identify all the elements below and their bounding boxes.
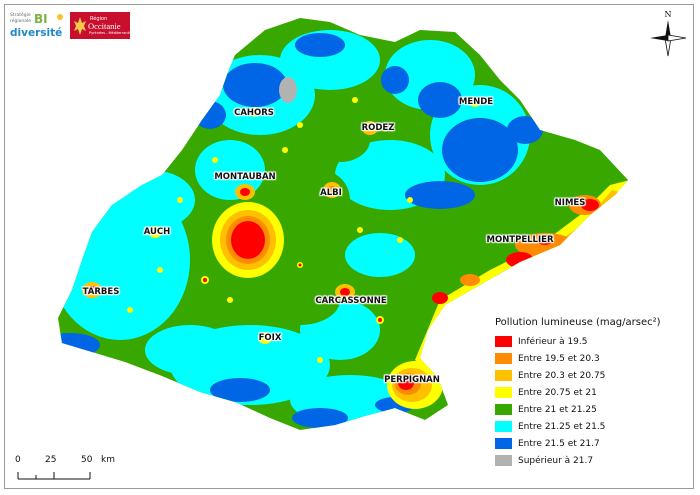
legend-item: Entre 19.5 et 20.3 [495, 352, 600, 365]
city-label-foix: FOIX [258, 333, 282, 343]
scale-bar: 0 25 50 km [14, 455, 124, 485]
legend-item: Entre 21 et 21.25 [495, 403, 597, 416]
legend-label: Inférieur à 19.5 [518, 336, 588, 347]
map-legend: Pollution lumineuse (mag/arsec²) Inférie… [488, 312, 688, 478]
legend-item: Entre 20.75 et 21 [495, 386, 597, 399]
logo-text-main: diversité [10, 27, 62, 39]
legend-swatch [495, 404, 512, 415]
region-name-label: Occitanie [88, 21, 121, 31]
region-sub-label: Pyrénées - Méditerranée [89, 31, 132, 35]
legend-title: Pollution lumineuse (mag/arsec²) [495, 317, 661, 328]
legend-swatch [495, 353, 512, 364]
occitan-cross-icon [74, 17, 86, 35]
scale-tick-label: 50 [81, 455, 93, 465]
city-label-auch: AUCH [143, 227, 171, 237]
scale-tick-label: 25 [45, 455, 57, 465]
region-occitanie-logo: Région Occitanie Pyrénées - Méditerranée [70, 12, 132, 39]
city-label-rodez: RODEZ [361, 123, 395, 133]
logo-text-top: Stratégie [10, 11, 31, 18]
legend-label: Entre 20.3 et 20.75 [518, 370, 606, 381]
legend-label: Entre 21 et 21.25 [518, 404, 597, 415]
legend-label: Supérieur à 21.7 [518, 455, 594, 466]
legend-label: Entre 19.5 et 20.3 [518, 353, 600, 364]
city-label-tarbes: TARBES [82, 287, 120, 297]
logo-text-bi: BI [34, 12, 48, 26]
legend-item: Entre 21.25 et 21.5 [495, 420, 605, 433]
legend-label: Entre 21.5 et 21.7 [518, 438, 600, 449]
scale-bar-graphic [17, 472, 91, 480]
city-label-cahors: CAHORS [234, 108, 274, 118]
city-label-montauban: MONTAUBAN [214, 172, 276, 182]
city-label-montpellier: MONTPELLIER [486, 235, 554, 245]
city-label-carcassonne: CARCASSONNE [315, 296, 387, 306]
legend-swatch [495, 438, 512, 449]
legend-swatch [495, 370, 512, 381]
legend-item: Supérieur à 21.7 [495, 454, 593, 467]
north-arrow-icon: N [648, 8, 688, 60]
legend-swatch [495, 421, 512, 432]
legend-swatch [495, 387, 512, 398]
city-label-perpignan: PERPIGNAN [384, 375, 440, 385]
region-small-label: Région [90, 16, 108, 22]
scale-tick-label: 0 [15, 455, 21, 465]
legend-label: Entre 20.75 et 21 [518, 387, 597, 398]
scale-unit-label: km [101, 455, 115, 465]
logo-text-sub: régionale [10, 17, 31, 24]
legend-swatch [495, 336, 512, 347]
north-label: N [665, 10, 672, 19]
city-label-nimes: NIMES [554, 198, 586, 208]
city-label-albi: ALBI [320, 188, 342, 198]
legend-item: Inférieur à 19.5 [495, 335, 587, 348]
city-label-mende: MENDE [458, 97, 494, 107]
biodiversity-strategy-logo: Stratégie régionale BI diversité [8, 10, 66, 40]
legend-item: Entre 20.3 et 20.75 [495, 369, 605, 382]
legend-swatch [495, 455, 512, 466]
legend-item: Entre 21.5 et 21.7 [495, 437, 600, 450]
legend-label: Entre 21.25 et 21.5 [518, 421, 606, 432]
